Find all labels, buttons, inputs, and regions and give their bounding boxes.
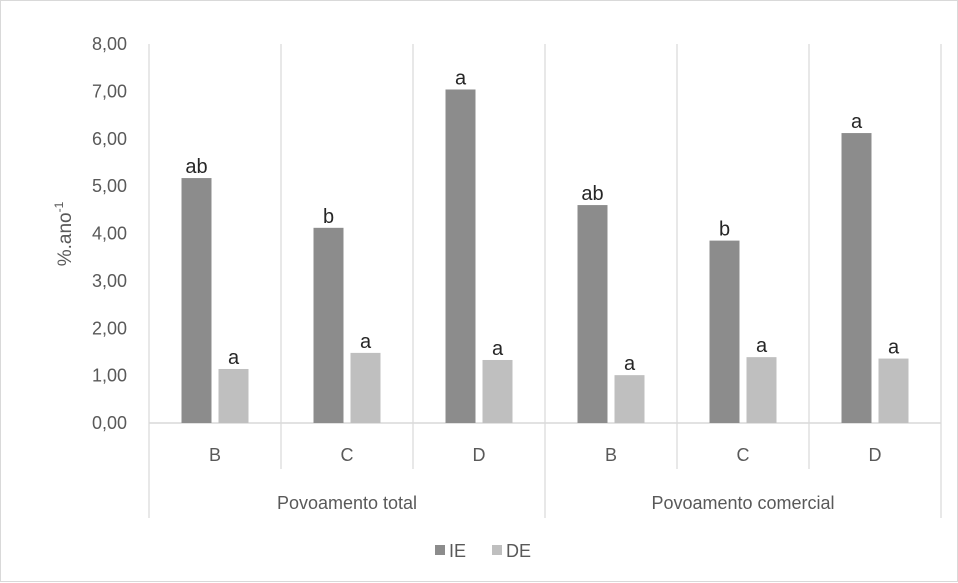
data-label: ab xyxy=(581,183,603,205)
bar-ie xyxy=(181,178,212,423)
data-label: a xyxy=(888,337,900,359)
y-tick-label: 8,00 xyxy=(92,34,127,54)
bar-de xyxy=(218,368,249,423)
bar-ie xyxy=(577,205,608,423)
data-label: a xyxy=(360,331,372,353)
data-label: a xyxy=(624,353,636,375)
data-label: ab xyxy=(185,156,207,178)
legend: IE DE xyxy=(435,541,531,561)
legend-label-de: DE xyxy=(506,541,531,561)
bar-de xyxy=(746,357,777,423)
y-axis: 0,00 1,00 2,00 3,00 4,00 5,00 6,00 7,00 8,00 %.an… xyxy=(52,34,127,433)
legend-swatch-de xyxy=(492,545,502,555)
y-tick-label: 6,00 xyxy=(92,129,127,149)
y-tick-label: 0,00 xyxy=(92,413,127,433)
y-tick-label: 2,00 xyxy=(92,318,127,338)
bar-ie xyxy=(313,227,344,423)
legend-swatch-ie xyxy=(435,545,445,555)
y-tick-label: 3,00 xyxy=(92,271,127,291)
bar-de xyxy=(350,352,381,423)
bar-de xyxy=(614,375,645,423)
x-axis: B C D B C D Povoamento total Povoamento comerci… xyxy=(209,445,882,513)
data-label: a xyxy=(228,347,240,369)
x-group-label: Povoamento total xyxy=(277,493,417,513)
x-group-label: Povoamento comercial xyxy=(651,493,834,513)
data-label: b xyxy=(719,219,730,241)
y-axis-label: %.ano-1 xyxy=(52,201,76,266)
y-tick-label: 4,00 xyxy=(92,224,127,244)
legend-label-ie: IE xyxy=(449,541,466,561)
x-tick-label: C xyxy=(341,445,354,465)
bar-ie xyxy=(709,240,740,423)
data-label: a xyxy=(851,111,863,133)
x-tick-label: C xyxy=(737,445,750,465)
data-label: a xyxy=(455,67,467,89)
x-tick-label: D xyxy=(869,445,882,465)
bar-de xyxy=(482,359,513,423)
data-label: a xyxy=(492,338,504,360)
x-tick-label: B xyxy=(605,445,617,465)
data-label: b xyxy=(323,206,334,228)
x-tick-label: B xyxy=(209,445,221,465)
bar-ie xyxy=(445,89,476,423)
bar-ie xyxy=(841,133,872,423)
y-tick-label: 7,00 xyxy=(92,81,127,101)
y-tick-label: 5,00 xyxy=(92,176,127,196)
data-label: a xyxy=(756,335,768,357)
bar-de xyxy=(878,358,909,423)
y-tick-label: 1,00 xyxy=(92,366,127,386)
x-tick-label: D xyxy=(473,445,486,465)
